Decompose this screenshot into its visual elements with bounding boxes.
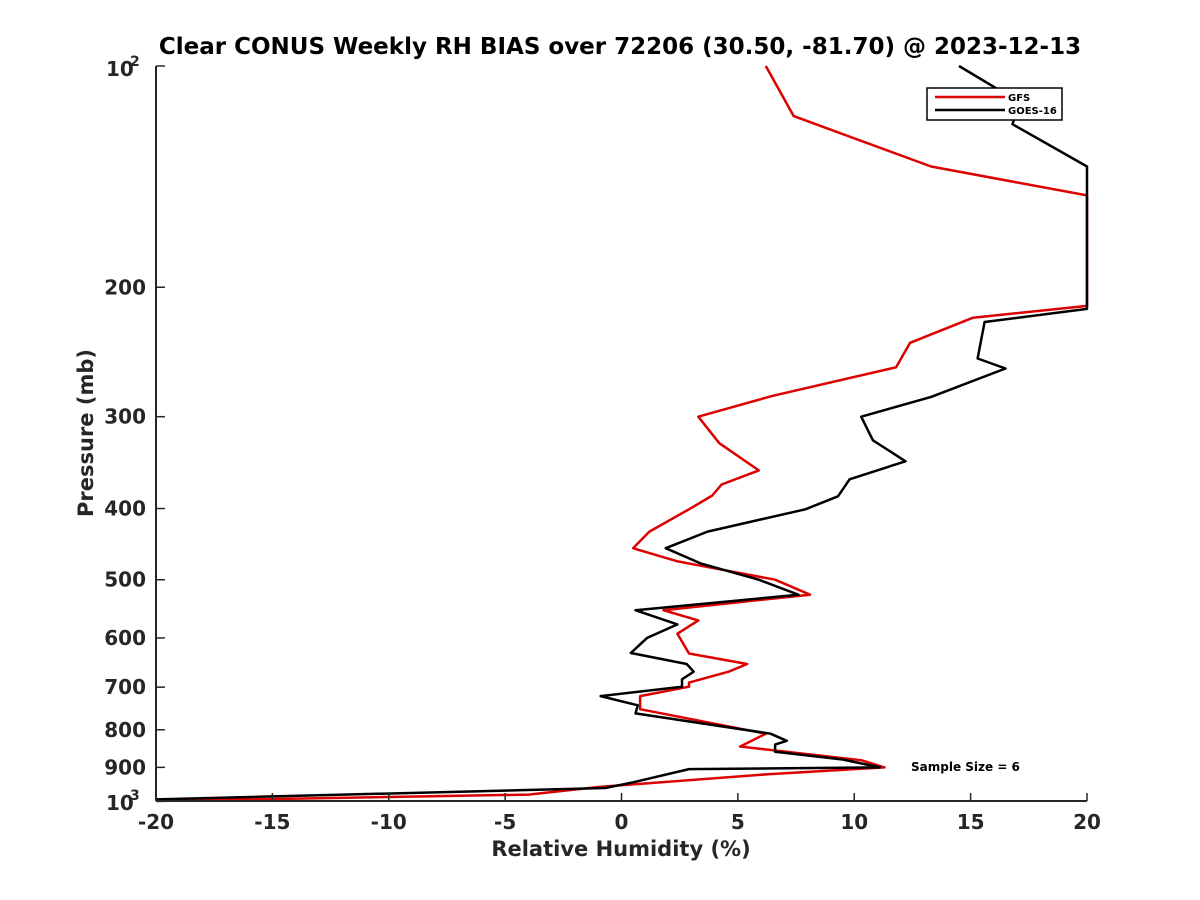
x-tick-label: 20 [1073, 810, 1101, 834]
series-layer [155, 64, 1089, 803]
y-tick-label: 800 [104, 718, 146, 742]
y-ticks: 200 300 400 500 600 700 800 900 [104, 65, 165, 802]
x-tick-label: 5 [731, 810, 745, 834]
axes [155, 66, 1087, 802]
y-tick-label: 500 [104, 568, 146, 592]
series-line-goes16 [155, 64, 1089, 801]
y-axis-title: Pressure (mb) [74, 349, 98, 517]
chart-title: Clear CONUS Weekly RH BIAS over 72206 (3… [159, 34, 1081, 60]
y-tick-label: 700 [104, 675, 146, 699]
x-axis-title: Relative Humidity (%) [491, 837, 750, 861]
legend: GFS GOES-16 [926, 87, 1063, 121]
y-tick-label: 200 [104, 275, 146, 299]
y-tick-label: 600 [104, 626, 146, 650]
y-tick-label: 400 [104, 497, 146, 521]
y-bottom-label: 10 3 [106, 788, 140, 815]
series-line-gfs [155, 65, 1089, 803]
x-ticks: -20 -15 -10 -5 0 5 10 15 20 [138, 793, 1101, 834]
y-top-label-base: 10 [106, 57, 134, 81]
legend-label-goes16: GOES-16 [1008, 106, 1057, 117]
x-tick-label: 0 [615, 810, 629, 834]
x-tick-label: 10 [840, 810, 868, 834]
y-bottom-label-base: 10 [106, 791, 134, 815]
legend-label-gfs: GFS [1008, 93, 1030, 104]
x-tick-label: -5 [494, 810, 516, 834]
legend-box [926, 87, 1063, 121]
y-top-label: 10 2 [106, 54, 140, 81]
x-tick-label: -15 [254, 810, 290, 834]
x-tick-label: 15 [957, 810, 985, 834]
sample-size-annotation: Sample Size = 6 [911, 760, 1020, 774]
x-tick-label: -10 [371, 810, 407, 834]
y-tick-label: 900 [104, 755, 146, 779]
y-top-label-exp: 2 [130, 54, 140, 70]
y-tick-label: 300 [104, 405, 146, 429]
y-bottom-label-exp: 3 [130, 788, 140, 804]
x-tick-label: -20 [138, 810, 174, 834]
